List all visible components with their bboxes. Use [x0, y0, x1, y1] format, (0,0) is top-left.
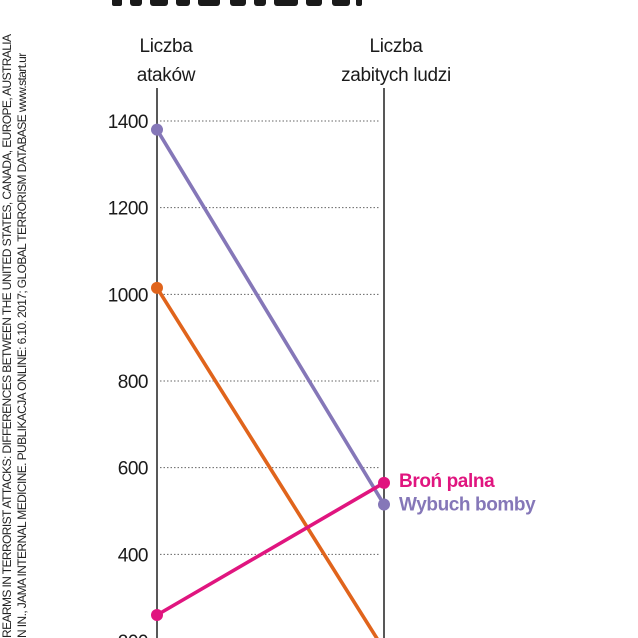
point-wybuch-bomby-attacks — [151, 123, 163, 136]
y-tick-label-1000: 1000 — [108, 285, 148, 306]
point-series-3-attacks — [151, 281, 163, 294]
y-tick-label-200: 200 — [118, 632, 148, 638]
series-label-wybuch-bomby: Wybuch bomby — [399, 495, 536, 516]
y-tick-label-1200: 1200 — [108, 199, 148, 220]
y-tick-label-800: 800 — [118, 372, 148, 393]
y-tick-label-400: 400 — [118, 545, 148, 566]
point-wybuch-bomby-killed — [378, 498, 390, 511]
title-fragment — [90, 0, 490, 8]
y-tick-label-1400: 1400 — [108, 112, 148, 133]
right-header-line2: zabitych ludzi — [341, 65, 451, 86]
point-bron-palna-attacks — [151, 609, 163, 621]
series-line-bron-palna — [155, 481, 386, 617]
series-line-wybuch-bomby — [155, 127, 386, 507]
left-header-line2: ataków — [136, 65, 196, 86]
title-fragment-glyphs — [112, 0, 362, 6]
series-label-bron-palna: Broń palna — [399, 471, 495, 492]
right-header-line1: Liczba — [369, 36, 423, 57]
y-tick-label-600: 600 — [118, 459, 148, 480]
left-column-header: Liczba ataków — [66, 32, 266, 90]
series-line-series-3 — [155, 286, 379, 638]
left-header-line1: Liczba — [139, 36, 193, 57]
point-bron-palna-killed — [378, 476, 390, 489]
right-column-header: Liczba zabitych ludzi — [296, 32, 496, 90]
